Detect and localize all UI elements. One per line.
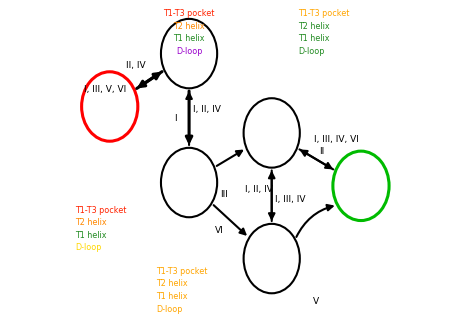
Text: I, III, IV, VI: I, III, IV, VI (314, 135, 359, 144)
Text: V: V (313, 297, 319, 306)
Text: T1 helix: T1 helix (298, 34, 329, 43)
Text: D-loop: D-loop (75, 243, 101, 252)
Text: III: III (220, 190, 228, 199)
Ellipse shape (161, 148, 217, 217)
Text: D-loop: D-loop (298, 47, 325, 56)
Text: T1-T3 pocket: T1-T3 pocket (164, 9, 215, 18)
Text: T2 helix: T2 helix (173, 22, 205, 31)
Text: T2 helix: T2 helix (156, 280, 188, 289)
Text: II, IV: II, IV (127, 61, 146, 70)
Text: VI: VI (214, 226, 223, 235)
Text: T1 helix: T1 helix (75, 231, 107, 240)
Text: T1 helix: T1 helix (156, 292, 188, 301)
Text: T2 helix: T2 helix (75, 218, 107, 227)
Ellipse shape (244, 224, 300, 293)
Text: I: I (174, 114, 177, 123)
Text: I, III, IV: I, III, IV (274, 195, 305, 204)
Ellipse shape (333, 151, 389, 220)
Ellipse shape (244, 98, 300, 168)
Text: I, II, IV: I, II, IV (245, 185, 273, 194)
Text: T1-T3 pocket: T1-T3 pocket (156, 267, 208, 276)
Text: D-loop: D-loop (156, 304, 182, 313)
Ellipse shape (161, 19, 217, 88)
Ellipse shape (82, 72, 138, 141)
Text: I, III, V, VI: I, III, V, VI (83, 85, 126, 95)
Text: D-loop: D-loop (176, 47, 202, 56)
Text: T1-T3 pocket: T1-T3 pocket (75, 206, 127, 215)
Text: T1-T3 pocket: T1-T3 pocket (298, 9, 349, 18)
Text: II: II (319, 147, 324, 156)
Text: T1 helix: T1 helix (173, 34, 205, 43)
Text: I, II, IV: I, II, IV (193, 105, 221, 114)
Text: T2 helix: T2 helix (298, 22, 330, 31)
